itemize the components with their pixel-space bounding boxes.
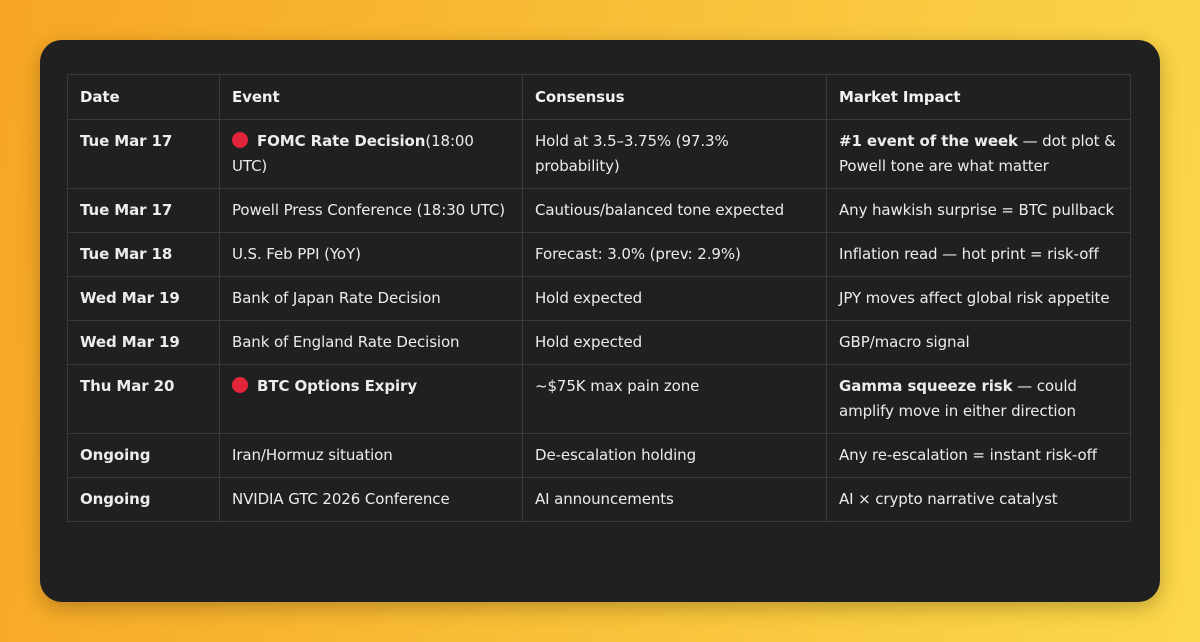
calendar-card: Date Event Consensus Market Impact Tue M… — [40, 40, 1160, 602]
impact-highlight: #1 event of the week — [839, 132, 1018, 150]
event-cell: U.S. Feb PPI (YoY) — [219, 232, 523, 277]
event-cell: Powell Press Conference (18:30 UTC) — [219, 188, 523, 233]
events-table: Date Event Consensus Market Impact Tue M… — [67, 74, 1131, 522]
event-title: U.S. Feb PPI (YoY) — [232, 245, 361, 263]
consensus-cell: ~$75K max pain zone — [522, 364, 827, 434]
event-title-bold: BTC Options Expiry — [257, 377, 418, 395]
event-title: (18:00 UTC) — [232, 132, 474, 175]
table-body: Tue Mar 17 FOMC Rate Decision(18:00 UTC) H… — [67, 119, 1131, 522]
date-cell: Wed Mar 19 — [67, 320, 220, 365]
impact-cell: Any re-escalation = instant risk-off — [826, 433, 1131, 478]
impact-cell: AI × crypto narrative catalyst — [826, 477, 1131, 522]
red-circle-icon — [232, 377, 248, 393]
impact-text: GBP/macro signal — [839, 333, 970, 351]
date-cell: Ongoing — [67, 433, 220, 478]
table-row: Ongoing Iran/Hormuz situation De-escalatio… — [67, 433, 1131, 478]
impact-text: — dot plot & Powell tone are what matter — [839, 132, 1116, 175]
consensus-cell: Hold at 3.5–3.75% (97.3% probability) — [522, 119, 827, 189]
event-title: Iran/Hormuz situation — [232, 446, 393, 464]
date-cell: Wed Mar 19 — [67, 276, 220, 321]
table-row: Thu Mar 20 BTC Options Expiry ~$75K max pa… — [67, 364, 1131, 434]
event-cell: Bank of England Rate Decision — [219, 320, 523, 365]
consensus-cell: Cautious/balanced tone expected — [522, 188, 827, 233]
table-row: Wed Mar 19 Bank of Japan Rate Decision Hol… — [67, 276, 1131, 321]
event-title: NVIDIA GTC 2026 Conference — [232, 490, 450, 508]
table-row: Tue Mar 17 FOMC Rate Decision(18:00 UTC) H… — [67, 119, 1131, 189]
consensus-cell: Forecast: 3.0% (prev: 2.9%) — [522, 232, 827, 277]
table-row: Tue Mar 17 Powell Press Conference (18:30… — [67, 188, 1131, 233]
impact-cell: #1 event of the week — dot plot & Powell… — [826, 119, 1131, 189]
header-consensus: Consensus — [522, 74, 827, 120]
event-cell: NVIDIA GTC 2026 Conference — [219, 477, 523, 522]
impact-highlight: Gamma squeeze risk — [839, 377, 1013, 395]
header-date: Date — [67, 74, 220, 120]
table-row: Ongoing NVIDIA GTC 2026 Conference AI anno… — [67, 477, 1131, 522]
date-cell: Tue Mar 18 — [67, 232, 220, 277]
consensus-cell: Hold expected — [522, 276, 827, 321]
impact-cell: JPY moves affect global risk appetite — [826, 276, 1131, 321]
header-row: Date Event Consensus Market Impact — [67, 74, 1131, 120]
table-header: Date Event Consensus Market Impact — [67, 74, 1131, 120]
impact-text: JPY moves affect global risk appetite — [839, 289, 1110, 307]
impact-cell: GBP/macro signal — [826, 320, 1131, 365]
event-title: Bank of England Rate Decision — [232, 333, 460, 351]
impact-text: Any re-escalation = instant risk-off — [839, 446, 1097, 464]
table-row: Wed Mar 19 Bank of England Rate Decision H… — [67, 320, 1131, 365]
impact-cell: Any hawkish surprise = BTC pullback — [826, 188, 1131, 233]
event-cell: Bank of Japan Rate Decision — [219, 276, 523, 321]
impact-text: — could amplify move in either direction — [839, 377, 1077, 420]
impact-text: Any hawkish surprise = BTC pullback — [839, 201, 1115, 219]
event-title-bold: FOMC Rate Decision — [257, 132, 426, 150]
event-cell: BTC Options Expiry — [219, 364, 523, 434]
impact-text: Inflation read — hot print = risk-off — [839, 245, 1099, 263]
date-cell: Tue Mar 17 — [67, 119, 220, 189]
header-event: Event — [219, 74, 523, 120]
date-cell: Thu Mar 20 — [67, 364, 220, 434]
table-row: Tue Mar 18 U.S. Feb PPI (YoY) Forecast: 3.… — [67, 232, 1131, 277]
date-cell: Ongoing — [67, 477, 220, 522]
red-circle-icon — [232, 132, 248, 148]
event-cell: Iran/Hormuz situation — [219, 433, 523, 478]
date-cell: Tue Mar 17 — [67, 188, 220, 233]
event-title: Powell Press Conference (18:30 UTC) — [232, 201, 505, 219]
event-cell: FOMC Rate Decision(18:00 UTC) — [219, 119, 523, 189]
consensus-cell: AI announcements — [522, 477, 827, 522]
header-market-impact: Market Impact — [826, 74, 1131, 120]
consensus-cell: De-escalation holding — [522, 433, 827, 478]
consensus-cell: Hold expected — [522, 320, 827, 365]
impact-cell: Inflation read — hot print = risk-off — [826, 232, 1131, 277]
impact-text: AI × crypto narrative catalyst — [839, 490, 1058, 508]
event-title: Bank of Japan Rate Decision — [232, 289, 441, 307]
impact-cell: Gamma squeeze risk — could amplify move … — [826, 364, 1131, 434]
